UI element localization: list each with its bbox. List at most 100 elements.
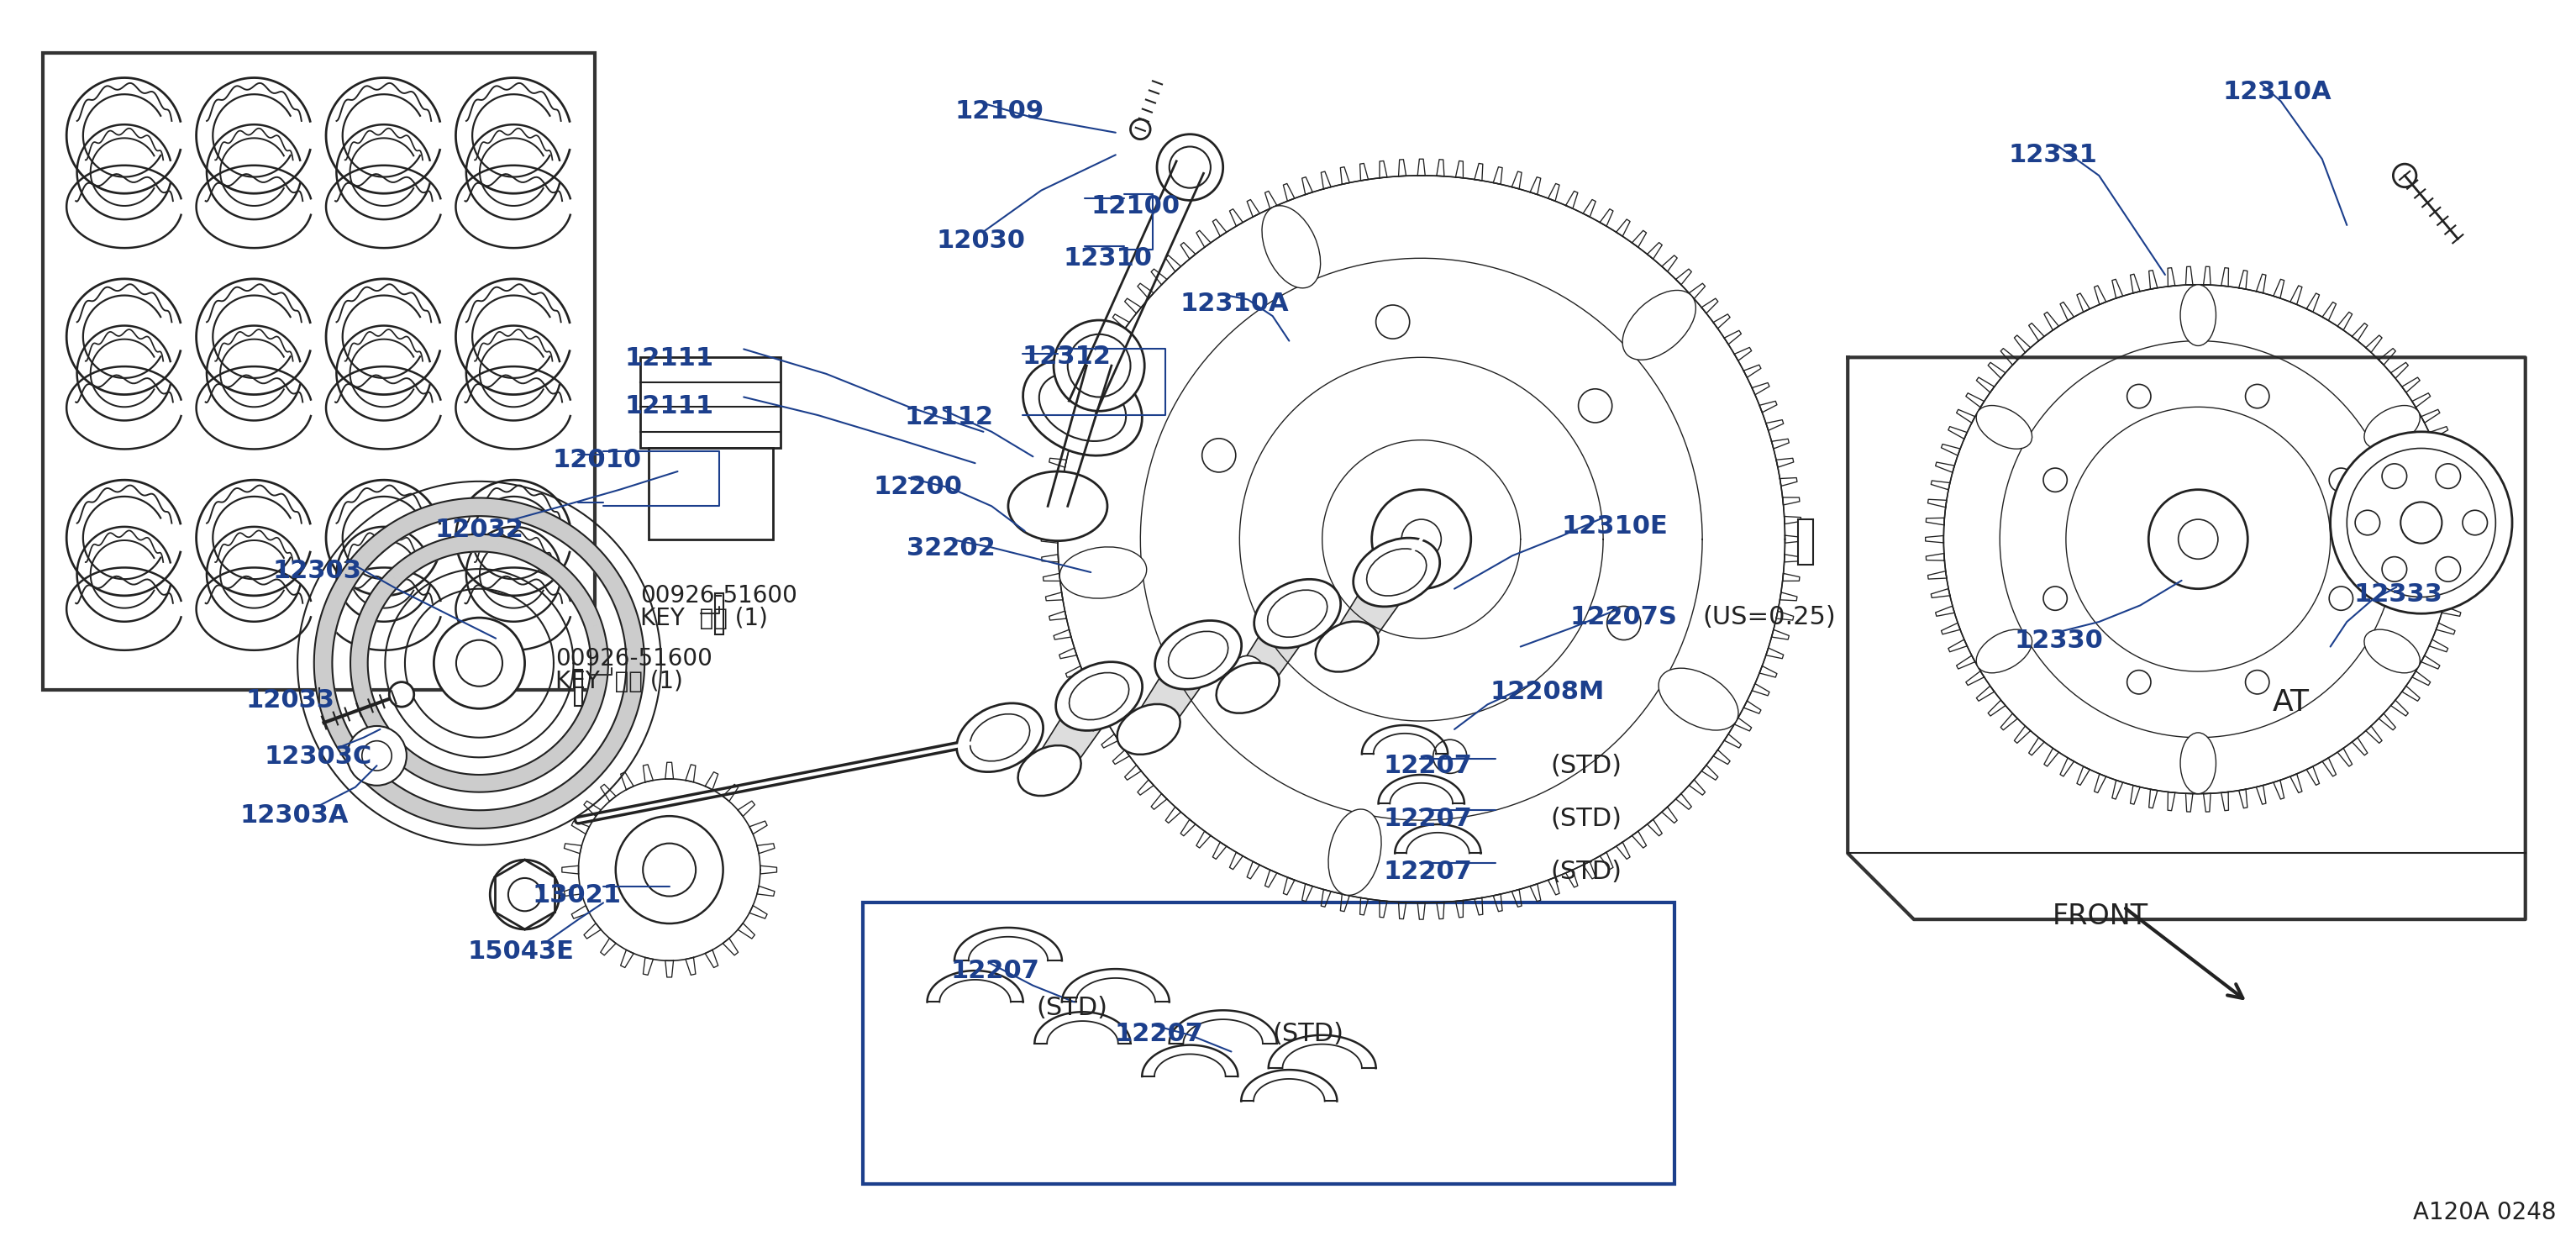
Ellipse shape xyxy=(2365,630,2419,673)
Circle shape xyxy=(507,878,541,912)
Polygon shape xyxy=(376,728,399,754)
Ellipse shape xyxy=(1170,631,1229,678)
Text: 12207: 12207 xyxy=(1383,860,1473,884)
Circle shape xyxy=(2148,490,2249,589)
Bar xyxy=(44,54,595,690)
Text: 12112: 12112 xyxy=(904,405,994,430)
Polygon shape xyxy=(546,742,569,767)
Ellipse shape xyxy=(1352,537,1440,606)
Polygon shape xyxy=(611,589,636,617)
Circle shape xyxy=(1131,120,1151,140)
Circle shape xyxy=(2463,510,2488,535)
Ellipse shape xyxy=(1018,746,1082,796)
Circle shape xyxy=(1376,306,1409,339)
Polygon shape xyxy=(428,803,456,827)
Text: 32202: 32202 xyxy=(907,536,994,560)
Ellipse shape xyxy=(1023,358,1141,455)
Text: 12111: 12111 xyxy=(626,394,714,418)
Polygon shape xyxy=(618,686,641,715)
Text: 12207: 12207 xyxy=(1383,754,1473,778)
Text: 12207: 12207 xyxy=(1383,807,1473,832)
Text: AT: AT xyxy=(2272,688,2311,717)
Polygon shape xyxy=(623,637,644,663)
Polygon shape xyxy=(353,624,374,646)
Ellipse shape xyxy=(2179,733,2215,794)
Text: (STD): (STD) xyxy=(1036,995,1108,1020)
Ellipse shape xyxy=(1007,471,1108,541)
Circle shape xyxy=(389,682,415,707)
Polygon shape xyxy=(355,697,379,722)
Ellipse shape xyxy=(1368,549,1427,596)
Polygon shape xyxy=(559,728,585,754)
Circle shape xyxy=(2437,464,2460,489)
Polygon shape xyxy=(1332,560,1414,657)
Ellipse shape xyxy=(1329,809,1381,895)
Polygon shape xyxy=(590,643,608,663)
Polygon shape xyxy=(363,767,392,797)
Circle shape xyxy=(1170,147,1211,188)
Circle shape xyxy=(363,741,392,771)
Polygon shape xyxy=(1082,683,1164,739)
Polygon shape xyxy=(479,534,500,552)
Polygon shape xyxy=(531,753,554,778)
Text: (US=0.25): (US=0.25) xyxy=(1703,605,1837,630)
Polygon shape xyxy=(314,663,335,690)
Text: 12030: 12030 xyxy=(935,228,1025,253)
Text: KEY  キー (1): KEY キー (1) xyxy=(641,607,768,631)
Circle shape xyxy=(1373,490,1471,589)
Text: 12200: 12200 xyxy=(873,475,963,499)
Circle shape xyxy=(1203,439,1236,473)
Polygon shape xyxy=(376,572,399,597)
Polygon shape xyxy=(459,534,479,552)
Bar xyxy=(863,903,1674,1183)
Circle shape xyxy=(2043,468,2066,491)
Circle shape xyxy=(348,726,407,786)
Circle shape xyxy=(2347,448,2496,597)
Text: 12207: 12207 xyxy=(1115,1021,1203,1046)
Polygon shape xyxy=(580,697,603,722)
Polygon shape xyxy=(567,530,595,559)
Circle shape xyxy=(1066,334,1131,397)
Polygon shape xyxy=(332,729,361,761)
Polygon shape xyxy=(531,549,554,572)
Polygon shape xyxy=(569,587,595,612)
Text: 13021: 13021 xyxy=(533,883,621,908)
Circle shape xyxy=(2179,519,2218,559)
Text: 12330: 12330 xyxy=(2014,628,2105,653)
Circle shape xyxy=(1054,320,1144,412)
Ellipse shape xyxy=(1267,590,1327,637)
Polygon shape xyxy=(582,749,613,781)
Circle shape xyxy=(2354,510,2380,535)
Polygon shape xyxy=(453,808,479,828)
Polygon shape xyxy=(479,808,505,828)
Text: 12312: 12312 xyxy=(1023,344,1110,369)
Circle shape xyxy=(433,617,526,708)
Polygon shape xyxy=(567,767,595,797)
Circle shape xyxy=(2331,431,2512,614)
Polygon shape xyxy=(502,500,531,524)
Text: 12303C: 12303C xyxy=(265,744,371,768)
Polygon shape xyxy=(420,763,446,786)
Polygon shape xyxy=(569,713,595,739)
Polygon shape xyxy=(585,624,605,646)
Circle shape xyxy=(1432,739,1466,773)
Polygon shape xyxy=(404,506,433,532)
Circle shape xyxy=(2401,503,2442,544)
Circle shape xyxy=(1579,389,1613,423)
Circle shape xyxy=(1157,135,1224,201)
Polygon shape xyxy=(355,605,379,628)
Circle shape xyxy=(2043,586,2066,610)
Text: 12331: 12331 xyxy=(2009,142,2097,167)
Text: (STD): (STD) xyxy=(1551,807,1623,832)
Polygon shape xyxy=(1847,358,2524,919)
Circle shape xyxy=(2383,557,2406,581)
Circle shape xyxy=(2128,670,2151,695)
Polygon shape xyxy=(623,663,644,690)
Polygon shape xyxy=(585,681,605,703)
Polygon shape xyxy=(513,763,538,786)
Polygon shape xyxy=(404,753,428,778)
Polygon shape xyxy=(440,769,461,791)
Text: 12310A: 12310A xyxy=(2223,80,2331,104)
Polygon shape xyxy=(546,516,577,544)
Polygon shape xyxy=(598,566,626,596)
